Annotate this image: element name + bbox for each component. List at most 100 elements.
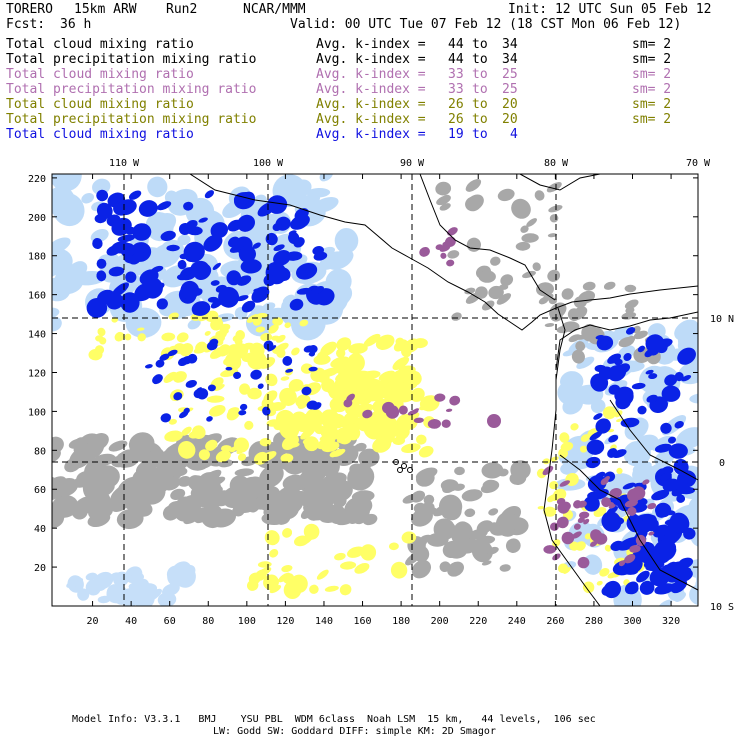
- legend-k-to: 34: [502, 37, 518, 52]
- legend-sm: sm= 2: [632, 82, 672, 97]
- coastline-segment: [189, 174, 698, 331]
- x-tick-label: 180: [392, 616, 410, 627]
- y-tick-label: 140: [28, 330, 46, 341]
- forecast-label: Fcst:: [6, 17, 46, 32]
- lightblue-cloud-south: [66, 561, 196, 606]
- legend-avg: Avg. k-index =: [316, 82, 426, 97]
- purple-precip-east: [542, 465, 657, 569]
- legend-sm: sm= 2: [632, 52, 672, 67]
- longitude-label: 70 W: [686, 158, 711, 169]
- gray-cloud-band: [52, 431, 380, 529]
- legend-k-from: 44: [448, 37, 464, 52]
- blue-deep-cloud-central: [144, 338, 322, 423]
- legend-avg: Avg. k-index =: [316, 52, 426, 67]
- legend-k-to: 34: [502, 52, 518, 67]
- coastline-segment: [559, 454, 698, 591]
- legend-k-from: 33: [448, 67, 464, 82]
- legend-k-to: 20: [502, 97, 518, 112]
- coastline-segment: [419, 174, 556, 301]
- yellow-precip-north: [88, 310, 309, 361]
- y-tick-label: 60: [34, 485, 46, 496]
- x-tick-label: 240: [508, 616, 526, 627]
- x-tick-label: 160: [354, 616, 372, 627]
- legend-to: to: [472, 67, 488, 82]
- legend-to: to: [472, 37, 488, 52]
- longitude-label: 80 W: [544, 158, 569, 169]
- x-tick-label: 120: [276, 616, 294, 627]
- legend-k-to: 25: [502, 82, 518, 97]
- legend-field: Total cloud mixing ratio: [6, 127, 194, 142]
- x-tick-label: 40: [125, 616, 137, 627]
- blue-deep-cloud-southeast: [601, 511, 696, 599]
- lat-lon-grid: [52, 174, 698, 606]
- legend-field: Total cloud mixing ratio: [6, 97, 194, 112]
- legend-avg: Avg. k-index =: [316, 67, 426, 82]
- legend-avg: Avg. k-index =: [316, 97, 426, 112]
- latitude-label: 10 S: [710, 602, 734, 613]
- legend-field: Total cloud mixing ratio: [6, 37, 194, 52]
- x-tick-label: 320: [662, 616, 680, 627]
- blue-deep-cloud-northwest: [86, 189, 335, 318]
- y-tick-label: 120: [28, 368, 46, 379]
- purple-precip-central: [343, 393, 461, 429]
- coastlines: [189, 174, 698, 606]
- cloud-fields: [52, 174, 698, 606]
- x-tick-label: 60: [164, 616, 176, 627]
- gray-cloud-caribbean: [538, 281, 661, 365]
- legend-to: to: [472, 52, 488, 67]
- y-tick-label: 200: [28, 213, 46, 224]
- coastline-segment: [543, 307, 601, 606]
- x-tick-label: 260: [546, 616, 564, 627]
- y-tick-label: 40: [34, 524, 46, 535]
- legend-k-from: 44: [448, 52, 464, 67]
- y-tick-label: 160: [28, 291, 46, 302]
- valid-time: Valid: 00 UTC Tue 07 Feb 12 (18 CST Mon …: [290, 17, 682, 32]
- legend-field: Total precipitation mixing ratio: [6, 112, 257, 127]
- forecast-hour: 36 h: [60, 17, 92, 32]
- legend-to: to: [472, 112, 488, 127]
- x-tick-label: 80: [202, 616, 214, 627]
- coastline-segment: [609, 399, 698, 481]
- latitude-label: 10 N: [710, 314, 734, 325]
- model-resolution: 15km ARW: [74, 2, 137, 17]
- latitude-label: 0: [719, 458, 725, 469]
- legend-k-from: 26: [448, 97, 464, 112]
- legend-field: Total precipitation mixing ratio: [6, 82, 257, 97]
- y-tick-label: 100: [28, 407, 46, 418]
- coastline-segment: [519, 174, 601, 191]
- legend-k-to: 25: [502, 67, 518, 82]
- x-tick-label: 200: [431, 616, 449, 627]
- legend-to: to: [472, 82, 488, 97]
- yellow-precip-core: [320, 367, 418, 441]
- legend-avg: Avg. k-index =: [316, 112, 426, 127]
- init-time: Init: 12 UTC Sun 05 Feb 12: [508, 2, 712, 17]
- x-tick-label: 100: [238, 616, 256, 627]
- yellow-precip-south: [246, 523, 417, 599]
- legend-to: to: [472, 97, 488, 112]
- legend-avg: Avg. k-index =: [316, 127, 426, 142]
- x-tick-label: 300: [623, 616, 641, 627]
- coastline-segment: [555, 311, 698, 371]
- run-label: Run2: [166, 2, 198, 17]
- galapagos-island: [401, 463, 407, 469]
- legend-k-from: 19: [448, 127, 464, 142]
- legend-sm: sm= 2: [632, 67, 672, 82]
- legend-sm: sm= 2: [632, 112, 672, 127]
- purple-precip-cell: [487, 414, 501, 428]
- x-tick-label: 220: [469, 616, 487, 627]
- model-name: TORERO: [6, 2, 53, 17]
- legend-k-to: 20: [502, 112, 518, 127]
- legend-sm: sm= 2: [632, 97, 672, 112]
- longitude-label: 100 W: [253, 158, 284, 169]
- legend-avg: Avg. k-index =: [316, 37, 426, 52]
- y-tick-label: 180: [28, 252, 46, 263]
- legend-field: Total cloud mixing ratio: [6, 67, 194, 82]
- blue-deep-cloud-east: [583, 326, 697, 526]
- legend-field: Total precipitation mixing ratio: [6, 52, 257, 67]
- longitude-label: 110 W: [109, 158, 140, 169]
- legend-to: to: [472, 127, 488, 142]
- legend-k-from: 26: [448, 112, 464, 127]
- y-tick-label: 220: [28, 174, 46, 185]
- legend-k-to: 4: [510, 127, 518, 142]
